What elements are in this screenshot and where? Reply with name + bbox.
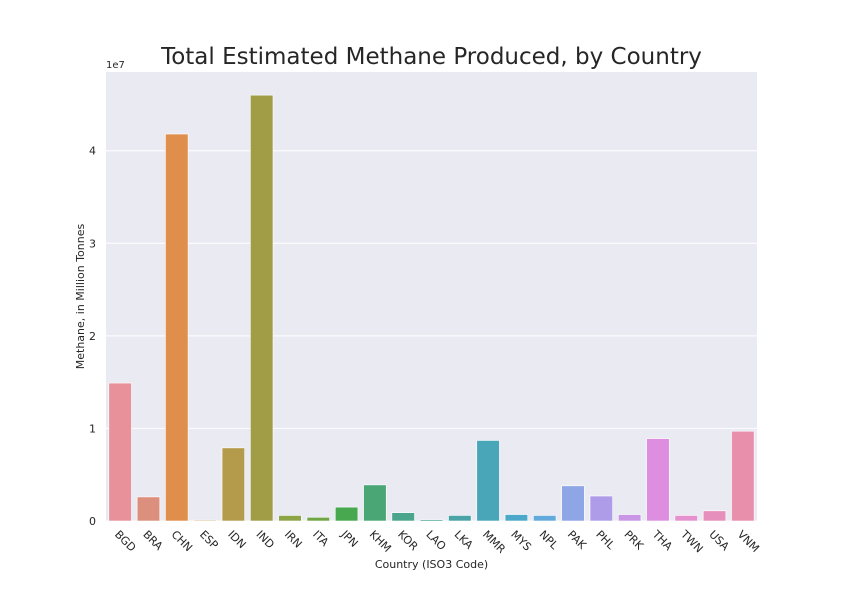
bar-prk (618, 514, 642, 522)
bar-vnm (731, 430, 755, 522)
x-tick-label: ESP (197, 528, 221, 552)
x-tick-label: MMR (480, 528, 508, 556)
bar-kor (391, 512, 415, 522)
bar-khm (363, 484, 387, 522)
bar-npl (533, 515, 557, 522)
x-tick-label: THA (649, 527, 675, 553)
y-axis-offset-label: 1e7 (106, 60, 125, 71)
bar-esp (193, 519, 217, 522)
bar-ind (250, 94, 274, 522)
x-tick-label: IDN (225, 528, 248, 551)
x-tick-label: TWN (677, 527, 705, 555)
y-tick-label: 1 (89, 422, 96, 435)
y-tick-label: 2 (89, 330, 96, 343)
x-tick-label: ITA (310, 528, 331, 549)
x-tick-label: JPN (338, 527, 361, 550)
bar-mmr (476, 440, 500, 522)
y-tick-label: 3 (89, 237, 96, 250)
chart-title: Total Estimated Methane Produced, by Cou… (160, 44, 702, 70)
y-axis-ticks: 0 1 2 3 4 (89, 145, 96, 528)
y-axis-label: Methane, in Million Tonnes (74, 223, 87, 369)
x-tick-label: MYS (508, 528, 534, 554)
bar-mys (504, 514, 529, 522)
bar-phl (589, 495, 613, 522)
x-axis-label: Country (ISO3 Code) (375, 558, 488, 571)
x-tick-label: LAO (423, 528, 448, 553)
bar-lka (448, 515, 472, 522)
bar-jpn (334, 506, 359, 522)
x-tick-label: CHN (169, 528, 195, 554)
y-tick-label: 4 (89, 145, 96, 158)
bar-chn (165, 133, 189, 522)
x-tick-label: PHL (593, 528, 618, 553)
x-tick-label: KOR (395, 528, 421, 554)
x-tick-label: BRA (140, 528, 165, 553)
x-tick-label: KHM (367, 528, 394, 555)
x-tick-label: BGD (112, 528, 138, 554)
x-tick-label: PRK (622, 528, 647, 553)
bar-usa (702, 510, 727, 522)
bar-idn (221, 447, 245, 522)
bar-lao (419, 519, 444, 522)
bar-twn (674, 515, 698, 522)
x-axis-ticks: BGD BRA CHN ESP IDN IND IRN ITA JPN KHM KOR LAO LKA M… (112, 527, 762, 556)
bar-irn (278, 515, 302, 522)
x-tick-label: IRN (282, 528, 305, 551)
x-tick-label: VNM (735, 528, 762, 555)
x-tick-label: LKA (452, 528, 476, 552)
bar-bra (136, 496, 161, 522)
y-tick-label: 0 (89, 515, 96, 528)
x-tick-label: USA (706, 528, 732, 554)
x-tick-label: IND (254, 528, 277, 551)
bar-pak (561, 485, 585, 522)
bar-tha (646, 438, 670, 522)
x-tick-label: PAK (565, 528, 589, 552)
bar-ita (306, 516, 330, 522)
x-tick-label: NPL (537, 528, 562, 553)
bar-bgd (108, 382, 132, 522)
bars (108, 94, 755, 522)
